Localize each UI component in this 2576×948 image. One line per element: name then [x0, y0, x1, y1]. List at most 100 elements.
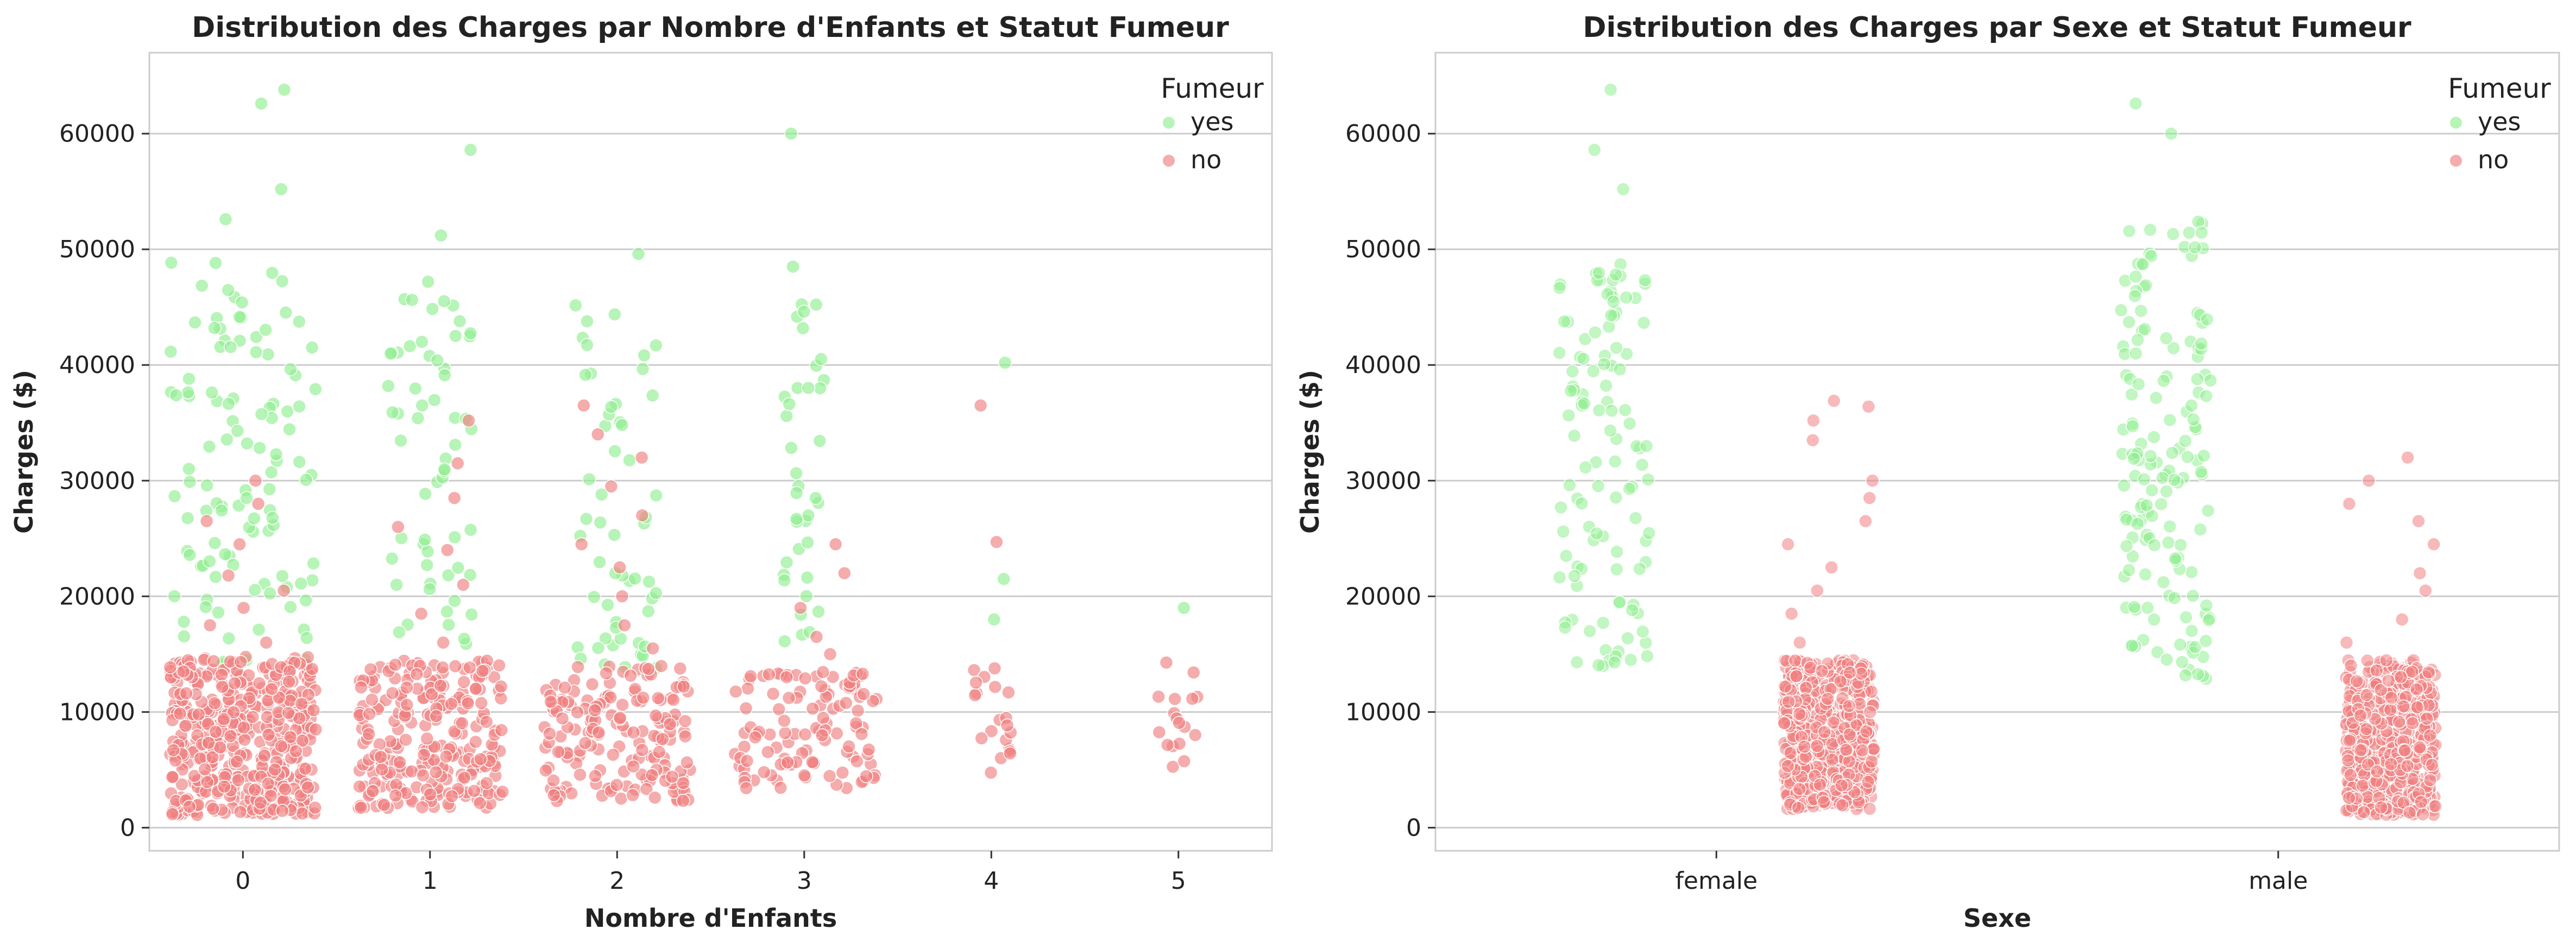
- data-point-yes: [1609, 340, 1623, 355]
- data-point-yes: [2117, 478, 2131, 493]
- data-point-yes: [2131, 377, 2146, 391]
- data-point-no: [480, 776, 494, 791]
- data-point-no: [1000, 718, 1015, 732]
- data-point-no: [984, 724, 999, 738]
- data-point-no: [1855, 743, 1869, 757]
- data-point-yes: [1599, 378, 1613, 393]
- data-point-yes: [1552, 570, 1567, 585]
- data-point-yes: [305, 340, 319, 355]
- data-point-no: [761, 745, 775, 759]
- data-point-yes: [292, 455, 307, 469]
- data-point-no: [851, 704, 865, 718]
- x-tick-label: 5: [1171, 867, 1186, 895]
- data-point-no: [1862, 801, 1877, 816]
- data-point-yes: [801, 508, 815, 523]
- data-point-yes: [1583, 624, 1597, 639]
- data-point-yes: [2186, 412, 2201, 427]
- data-point-yes: [1623, 653, 1638, 667]
- data-point-yes: [2145, 483, 2159, 497]
- data-point-yes: [207, 321, 222, 335]
- x-tick-label: male: [2249, 867, 2308, 895]
- data-point-yes: [211, 605, 225, 620]
- x-tick-label: 0: [235, 867, 250, 895]
- data-point-no: [748, 730, 763, 744]
- data-point-no: [308, 800, 322, 815]
- data-point-no: [2405, 716, 2420, 730]
- data-point-no: [2396, 699, 2410, 713]
- data-point-no: [1792, 782, 1807, 796]
- data-point-no: [2413, 740, 2427, 755]
- data-point-no: [859, 769, 873, 783]
- data-point-no: [676, 794, 690, 808]
- data-point-yes: [1616, 182, 1630, 197]
- data-point-yes: [2139, 498, 2154, 513]
- data-point-yes: [2131, 333, 2145, 347]
- data-point-yes: [2127, 452, 2141, 466]
- data-point-no: [414, 606, 429, 621]
- panel-sex: 0 10000 20000 30000 40000 50000 60000 female mal…: [1295, 11, 2560, 933]
- data-point-yes: [2191, 667, 2205, 681]
- data-point-no: [591, 725, 606, 740]
- data-point-no: [261, 728, 276, 742]
- data-point-yes: [779, 409, 793, 423]
- data-point-yes: [2184, 399, 2199, 413]
- data-point-yes: [641, 604, 656, 618]
- data-point-no: [599, 666, 613, 680]
- data-point-no: [2359, 722, 2373, 736]
- data-point-no: [198, 762, 212, 776]
- data-point-no: [1793, 635, 1807, 650]
- data-point-no: [1862, 491, 1876, 505]
- data-point-no: [678, 729, 692, 743]
- data-point-no: [415, 800, 430, 814]
- data-point-no: [1797, 740, 1812, 754]
- data-point-no: [676, 776, 690, 791]
- data-point-no: [440, 543, 455, 557]
- data-point-no: [2395, 612, 2409, 627]
- data-point-no: [626, 759, 640, 774]
- data-point-no: [2339, 635, 2354, 650]
- data-point-yes: [2122, 224, 2137, 238]
- data-point-yes: [2163, 519, 2177, 534]
- data-point-yes: [579, 511, 594, 526]
- data-point-no: [274, 739, 288, 754]
- data-point-yes: [182, 475, 197, 489]
- data-point-yes: [437, 462, 452, 477]
- data-point-no: [546, 788, 561, 802]
- data-point-yes: [2161, 535, 2176, 550]
- data-point-no: [261, 776, 275, 791]
- data-point-no: [2400, 759, 2415, 773]
- data-point-no: [217, 712, 231, 726]
- data-point-no: [1791, 801, 1805, 815]
- data-point-no: [822, 769, 837, 783]
- legend-title: Fumeur: [2448, 73, 2551, 104]
- data-point-no: [301, 780, 315, 794]
- data-point-yes: [1622, 416, 1637, 431]
- data-point-yes: [249, 345, 263, 359]
- data-point-yes: [2199, 389, 2213, 403]
- data-point-no: [257, 749, 272, 763]
- data-point-no: [968, 688, 982, 703]
- data-point-no: [830, 726, 844, 741]
- data-point-no: [245, 710, 260, 724]
- data-point-yes: [796, 321, 810, 336]
- data-point-yes: [587, 590, 601, 604]
- data-point-no: [780, 755, 795, 770]
- data-point-yes: [265, 510, 280, 525]
- data-point-no: [391, 520, 405, 534]
- data-point-yes: [2167, 473, 2182, 487]
- data-point-no: [603, 690, 618, 705]
- data-point-no: [221, 568, 236, 583]
- data-point-yes: [182, 462, 196, 476]
- data-point-yes: [200, 478, 214, 492]
- data-point-no: [842, 740, 856, 754]
- data-point-yes: [2193, 522, 2207, 536]
- data-point-yes: [1591, 479, 1605, 494]
- data-point-no: [365, 692, 379, 707]
- data-point-yes: [789, 466, 803, 481]
- data-point-yes: [1592, 266, 1606, 280]
- data-point-yes: [1576, 351, 1591, 366]
- data-point-no: [1839, 743, 1853, 757]
- data-point-yes: [1574, 496, 1589, 510]
- data-point-no: [1781, 537, 1795, 552]
- data-point-yes: [784, 127, 798, 141]
